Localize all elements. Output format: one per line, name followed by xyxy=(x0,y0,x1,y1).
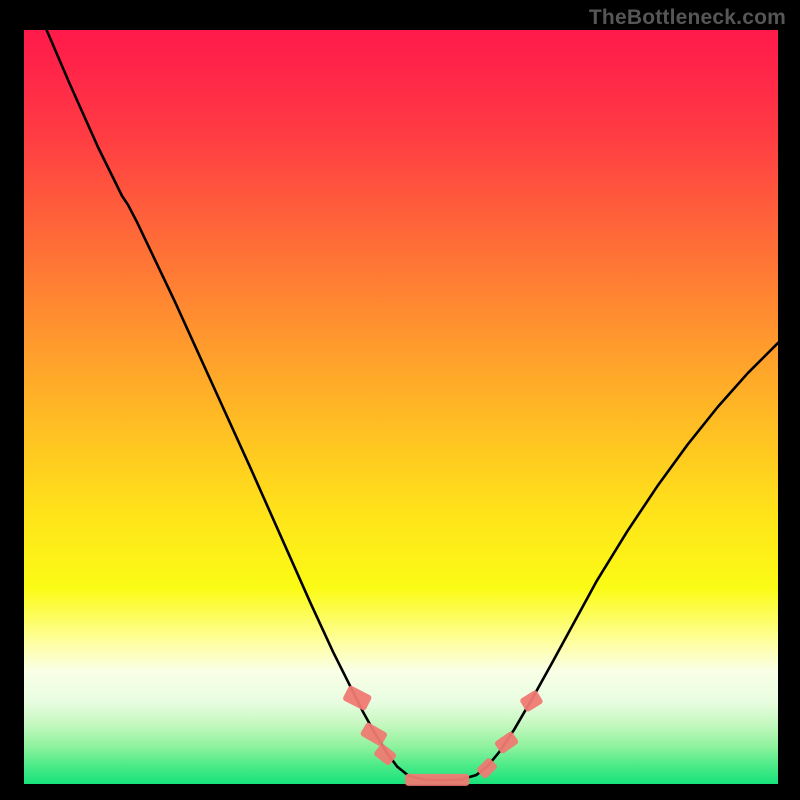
bottleneck-chart xyxy=(0,0,800,800)
watermark-text: TheBottleneck.com xyxy=(589,6,786,30)
plot-background xyxy=(24,30,778,784)
curve-marker xyxy=(405,774,469,786)
chart-frame: TheBottleneck.com xyxy=(0,0,800,800)
